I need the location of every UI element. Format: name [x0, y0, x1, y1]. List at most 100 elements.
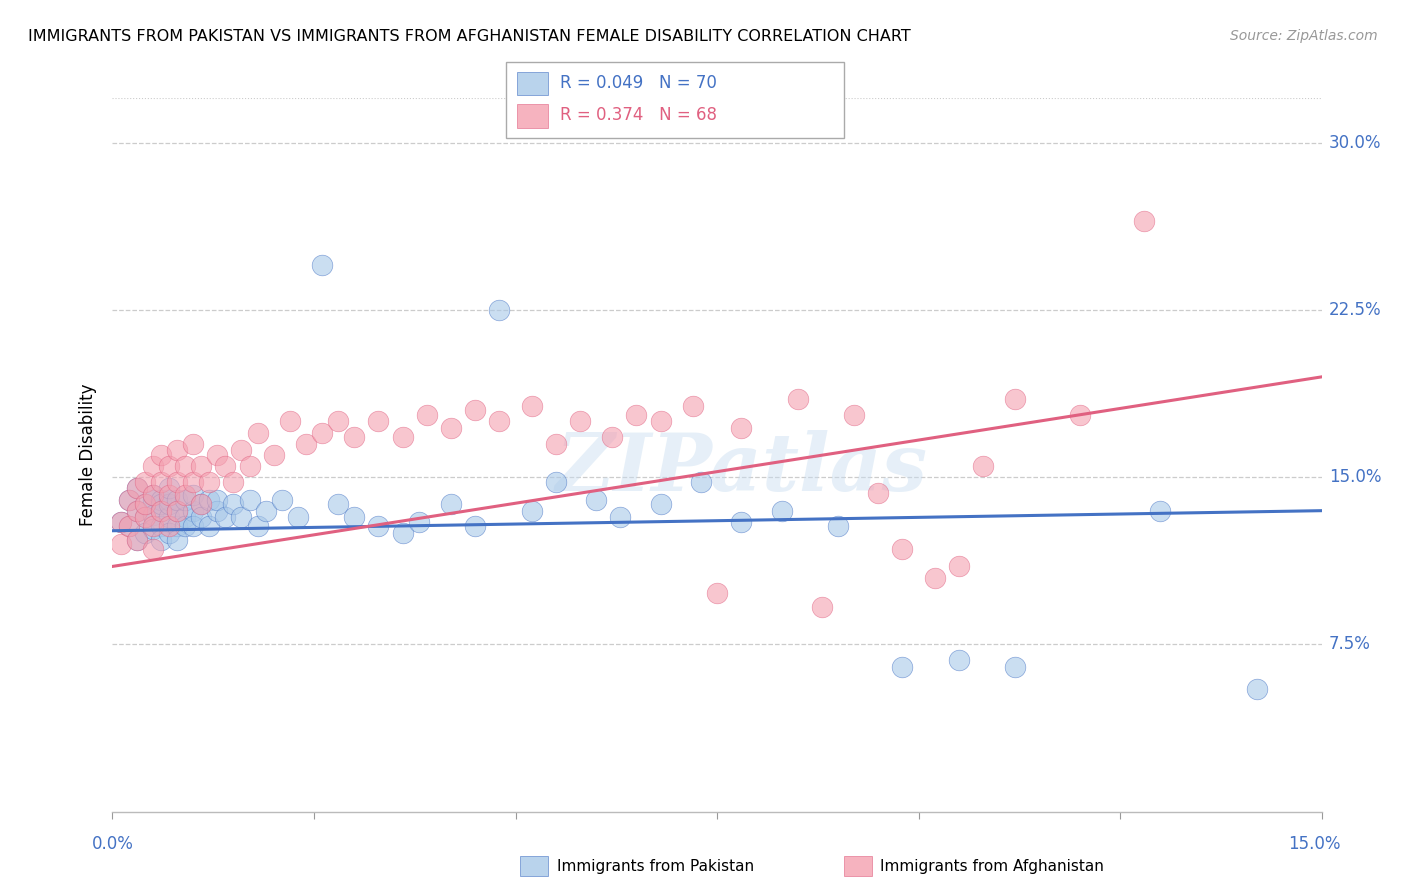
- Text: R = 0.049   N = 70: R = 0.049 N = 70: [560, 74, 717, 92]
- Point: [198, 519, 221, 533]
- Point: [157, 519, 180, 533]
- Point: [650, 497, 672, 511]
- Point: [166, 519, 188, 533]
- Point: [891, 660, 914, 674]
- Point: [174, 519, 197, 533]
- Point: [544, 436, 567, 450]
- Point: [263, 448, 285, 462]
- Point: [149, 448, 172, 462]
- Point: [142, 519, 165, 533]
- Point: [134, 497, 156, 511]
- Point: [278, 414, 301, 429]
- Text: 22.5%: 22.5%: [1329, 301, 1381, 319]
- Point: [125, 482, 148, 496]
- Point: [142, 508, 165, 523]
- Point: [367, 414, 389, 429]
- Point: [117, 519, 139, 533]
- Point: [464, 519, 486, 533]
- Point: [408, 515, 430, 529]
- Point: [125, 482, 148, 496]
- Point: [626, 408, 648, 422]
- Point: [222, 497, 245, 511]
- Point: [157, 459, 180, 474]
- Point: [181, 436, 204, 450]
- Text: R = 0.374   N = 68: R = 0.374 N = 68: [560, 106, 717, 124]
- Point: [246, 425, 269, 440]
- Point: [174, 488, 197, 502]
- Point: [1004, 660, 1026, 674]
- Point: [706, 586, 728, 600]
- Text: IMMIGRANTS FROM PAKISTAN VS IMMIGRANTS FROM AFGHANISTAN FEMALE DISABILITY CORREL: IMMIGRANTS FROM PAKISTAN VS IMMIGRANTS F…: [28, 29, 911, 44]
- Point: [134, 526, 156, 541]
- Point: [600, 430, 623, 444]
- Point: [609, 510, 631, 524]
- Point: [166, 443, 188, 458]
- Point: [488, 414, 510, 429]
- Text: 15.0%: 15.0%: [1288, 835, 1341, 853]
- Text: Source: ZipAtlas.com: Source: ZipAtlas.com: [1230, 29, 1378, 43]
- Point: [270, 492, 292, 507]
- Point: [142, 521, 165, 535]
- Point: [117, 519, 139, 533]
- Point: [110, 537, 132, 551]
- Point: [110, 515, 132, 529]
- Point: [343, 430, 366, 444]
- Point: [142, 492, 165, 507]
- Point: [198, 492, 221, 507]
- Point: [311, 425, 333, 440]
- Point: [166, 503, 188, 517]
- Point: [181, 503, 204, 517]
- Point: [488, 303, 510, 318]
- Point: [464, 403, 486, 417]
- Text: Immigrants from Afghanistan: Immigrants from Afghanistan: [880, 859, 1104, 873]
- Point: [125, 533, 148, 547]
- Point: [166, 503, 188, 517]
- Point: [149, 475, 172, 489]
- Point: [166, 533, 188, 547]
- Point: [924, 571, 946, 585]
- Point: [149, 497, 172, 511]
- Point: [1133, 213, 1156, 227]
- Point: [149, 503, 172, 517]
- Point: [157, 492, 180, 507]
- Point: [142, 541, 165, 556]
- Point: [142, 488, 165, 502]
- Point: [948, 559, 970, 574]
- Point: [149, 503, 172, 517]
- Point: [125, 503, 148, 517]
- Point: [569, 414, 592, 429]
- Point: [181, 488, 204, 502]
- Point: [1246, 681, 1268, 696]
- Point: [650, 414, 672, 429]
- Point: [125, 503, 148, 517]
- Point: [207, 448, 229, 462]
- Point: [134, 510, 156, 524]
- Point: [770, 503, 793, 517]
- Point: [157, 488, 180, 502]
- Point: [254, 503, 277, 517]
- Point: [231, 510, 253, 524]
- Y-axis label: Female Disability: Female Disability: [79, 384, 97, 526]
- Text: ZIPatlas: ZIPatlas: [555, 431, 928, 508]
- Point: [328, 414, 350, 429]
- Point: [391, 430, 413, 444]
- Point: [134, 475, 156, 489]
- Point: [117, 492, 139, 507]
- Point: [868, 485, 890, 500]
- Point: [730, 421, 752, 435]
- Point: [391, 526, 413, 541]
- Point: [214, 510, 236, 524]
- Point: [287, 510, 309, 524]
- Point: [198, 475, 221, 489]
- Point: [190, 497, 212, 511]
- Point: [786, 392, 808, 407]
- Point: [682, 399, 704, 413]
- Point: [142, 459, 165, 474]
- Point: [222, 475, 245, 489]
- Point: [157, 510, 180, 524]
- Point: [157, 526, 180, 541]
- Point: [416, 408, 439, 422]
- Point: [343, 510, 366, 524]
- Point: [149, 533, 172, 547]
- Text: 7.5%: 7.5%: [1329, 635, 1371, 654]
